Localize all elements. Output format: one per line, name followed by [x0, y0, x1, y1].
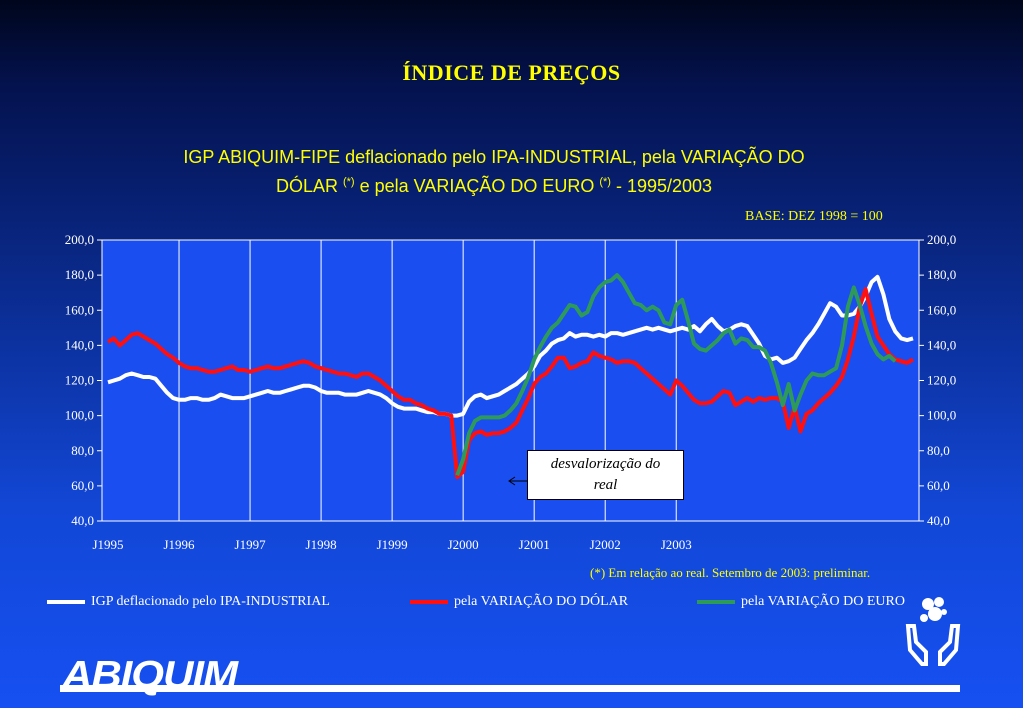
y-tick-label-right: 60,0 — [927, 478, 950, 493]
annotation-line1: desvalorização do — [550, 456, 661, 472]
y-tick-label-left: 100,0 — [65, 408, 94, 423]
asterisk-1: (*) — [342, 176, 355, 188]
hands-molecule-icon — [905, 597, 961, 666]
x-tick-label: J1998 — [306, 537, 337, 552]
chart-title-line1: IGP ABIQUIM-FIPE deflacionado pelo IPA-I… — [183, 147, 805, 167]
x-tick-label: J2001 — [519, 537, 550, 552]
y-tick-label-right: 40,0 — [927, 513, 950, 528]
legend-label-euro: pela VARIAÇÃO DO EURO — [741, 594, 905, 609]
logo-underline — [60, 685, 960, 692]
chart-title-line2: DÓLAR (*) e pela VARIAÇÃO DO EURO (*) - … — [0, 176, 994, 197]
x-tick-label: J2002 — [590, 537, 621, 552]
series-line-euro — [455, 273, 897, 476]
plot-area — [101, 239, 920, 522]
legend-item-dolar: pela VARIAÇÃO DO DÓLAR — [410, 594, 628, 610]
y-tick-label-left: 80,0 — [71, 443, 94, 458]
y-tick-label-left: 120,0 — [65, 373, 94, 388]
legend-swatch-dolar — [410, 600, 448, 604]
y-tick-label-right: 100,0 — [927, 408, 956, 423]
legend-label-dolar: pela VARIAÇÃO DO DÓLAR — [454, 594, 629, 609]
y-tick-label-left: 140,0 — [65, 337, 94, 352]
y-tick-label-left: 60,0 — [71, 478, 94, 493]
series-line-igp — [107, 274, 914, 418]
asterisk-2: (*) — [599, 176, 611, 188]
y-tick-label-right: 80,0 — [927, 443, 950, 458]
series-lines — [106, 273, 915, 480]
x-tick-label: J2000 — [448, 537, 479, 552]
annotation-arrowhead — [508, 476, 516, 486]
x-tick-label: J1999 — [377, 537, 408, 552]
base-label: BASE: DEZ 1998 = 100 — [745, 209, 883, 224]
y-tick-label-right: 140,0 — [927, 337, 956, 352]
x-tick-label: J1997 — [235, 537, 267, 552]
y-tick-label-right: 180,0 — [927, 267, 956, 282]
x-tick-label: J2003 — [661, 537, 692, 552]
chart-title-part-b: e pela VARIAÇÃO DO EURO — [354, 176, 600, 196]
axes: 40,0 40,0 60,0 60,0 80,0 80,0 100,0 100,0 120,0 1… — [65, 232, 957, 552]
devaluation-annotation: desvalorização do real — [527, 450, 684, 500]
legend-item-igp: IGP deflacionado pelo IPA-INDUSTRIAL — [47, 594, 330, 610]
chart-title-part-a: DÓLAR — [275, 176, 343, 196]
page-title: ÍNDICE DE PREÇOS — [402, 60, 621, 85]
y-tick-label-left: 180,0 — [65, 267, 94, 282]
legend-swatch-igp — [47, 600, 85, 604]
footnote: (*) Em relação ao real. Setembro de 2003… — [590, 565, 871, 580]
legend-label-igp: IGP deflacionado pelo IPA-INDUSTRIAL — [91, 594, 330, 609]
x-tick-label: J1995 — [92, 537, 123, 552]
y-tick-label-right: 120,0 — [927, 373, 956, 388]
annotation-line2: real — [593, 477, 618, 493]
x-tick-label: J1996 — [163, 537, 195, 552]
y-tick-label-left: 200,0 — [65, 232, 94, 247]
y-tick-label-left: 40,0 — [71, 513, 94, 528]
y-tick-label-left: 160,0 — [65, 302, 94, 317]
chart-title-part-c: - 1995/2003 — [610, 176, 713, 196]
legend-swatch-euro — [697, 600, 735, 604]
legend-item-euro: pela VARIAÇÃO DO EURO — [697, 594, 905, 610]
y-tick-label-right: 200,0 — [927, 232, 956, 247]
y-tick-label-right: 160,0 — [927, 302, 956, 317]
series-line-dolar — [106, 287, 915, 480]
legend: IGP deflacionado pelo IPA-INDUSTRIAL pel… — [0, 594, 1023, 614]
